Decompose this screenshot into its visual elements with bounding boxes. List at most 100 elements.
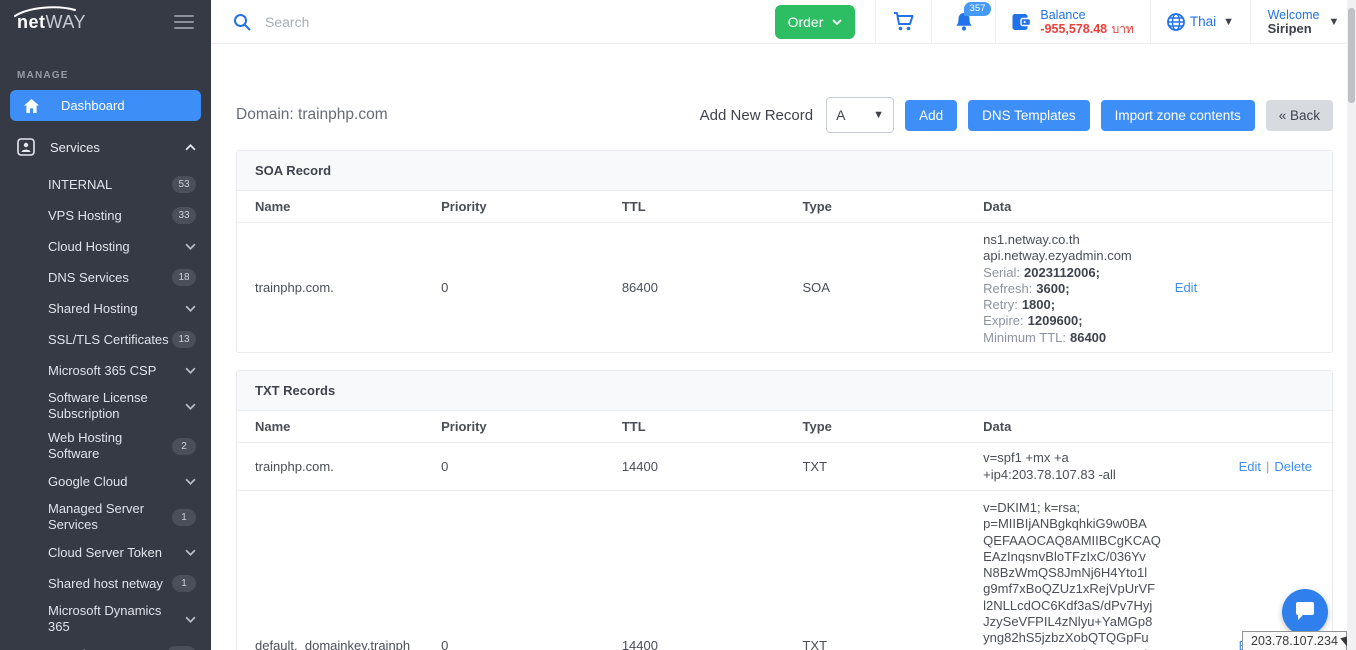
edit-link[interactable]: Edit [1174, 280, 1198, 295]
soa-nameservers: ns1.netway.co.th api.netway.ezyadmin.com [983, 232, 1132, 264]
notifications-button[interactable]: 357 [931, 0, 995, 44]
chat-widget-button[interactable] [1282, 589, 1328, 635]
chevron-down-icon: ▼ [1223, 15, 1234, 28]
welcome-label: Welcome [1267, 7, 1320, 22]
sidebar-item-label: Google Cloud [48, 473, 128, 489]
count-badge: 18 [172, 269, 196, 286]
sidebar-item-google-cloud[interactable]: Google Cloud [0, 466, 211, 497]
search-icon[interactable] [233, 13, 251, 31]
txt-records-section: TXT Records Name Priority TTL Type Data … [236, 370, 1333, 650]
sidebar-item-label: SSL/TLS Certificates [48, 331, 169, 347]
sidebar: netWAY MANAGE Dashboard Services INTERNA… [0, 0, 211, 650]
sidebar-services-list: INTERNAL 53 VPS Hosting 33 Cloud Hosting… [0, 169, 211, 650]
sidebar-item-label: Cloud Hosting [48, 238, 130, 254]
count-badge: 13 [172, 331, 196, 348]
bell-icon [956, 13, 972, 31]
sidebar-item-label: Managed Server Services [48, 501, 145, 532]
sidebar-item-label: Dashboard [61, 98, 125, 113]
column-header-type: Type [802, 419, 832, 434]
sidebar-item-microsoft-365-csp[interactable]: Microsoft 365 CSP [0, 355, 211, 386]
logo-text-bold: net [17, 11, 46, 32]
record-priority: 0 [441, 637, 449, 650]
chevron-down-icon [832, 18, 843, 25]
search-input[interactable] [265, 13, 565, 30]
balance-button[interactable]: Balance -955,578.48 บาท [995, 0, 1149, 44]
add-button[interactable]: Add [905, 99, 958, 131]
ip-tooltip: 203.78.107.234 [1242, 631, 1347, 650]
cart-button[interactable] [875, 0, 931, 44]
topbar: Order 357 [211, 0, 1356, 44]
back-button[interactable]: « Back [1265, 99, 1333, 131]
sidebar-item-label: INTERNAL [48, 176, 113, 192]
soa-section-title: SOA Record [237, 151, 1332, 191]
sidebar-item-label: Microsoft Dynamics 365 [48, 603, 162, 634]
order-button[interactable]: Order [774, 4, 856, 39]
edit-link[interactable]: Edit [1238, 459, 1261, 474]
record-name: trainphp.com. [255, 280, 334, 295]
sidebar-item-label: Shared host netway [48, 575, 163, 591]
dns-templates-button[interactable]: DNS Templates [968, 99, 1090, 131]
record-ttl: 14400 [621, 637, 658, 650]
record-data: v=spf1 +mx +a +ip4:203.78.107.83 -all [983, 450, 1116, 482]
delete-link[interactable]: Delete [1274, 459, 1312, 474]
sidebar-item-cloud-hosting[interactable]: Cloud Hosting [0, 231, 211, 262]
import-zone-button[interactable]: Import zone contents [1100, 99, 1255, 131]
count-badge: 2 [172, 437, 196, 455]
sidebar-item-shared-host-netway[interactable]: Shared host netway 1 [0, 568, 211, 599]
add-record-label: Add New Record [699, 106, 814, 124]
sidebar-item-dashboard[interactable]: Dashboard [10, 90, 201, 121]
sidebar-item-label: VPS Hosting [48, 207, 122, 223]
order-button-label: Order [787, 13, 824, 30]
record-type: TXT [802, 459, 828, 474]
chevron-down-icon [185, 367, 196, 374]
column-header-priority: Priority [441, 199, 487, 214]
record-priority: 0 [441, 280, 449, 295]
sidebar-group-label: Services [50, 139, 100, 155]
record-type: TXT [802, 637, 828, 650]
language-selector[interactable]: Thai ▼ [1149, 0, 1250, 44]
sidebar-item-cloud-server-token[interactable]: Cloud Server Token [0, 537, 211, 568]
sidebar-item-vps-hosting[interactable]: VPS Hosting 33 [0, 200, 211, 231]
user-menu[interactable]: Welcome Siripen ▼ [1250, 0, 1356, 44]
chevron-down-icon [185, 305, 196, 312]
chevron-down-icon: ▼ [873, 109, 885, 121]
username: Siripen [1267, 20, 1312, 36]
scrollbar[interactable] [1347, 0, 1356, 650]
chevron-down-icon [185, 616, 196, 623]
txt-table-row: trainphp.com. 0 14400 TXT v=spf1 +mx +a … [237, 443, 1332, 491]
column-header-data: Data [983, 199, 1012, 214]
column-header-priority: Priority [441, 419, 487, 434]
chevron-down-icon [185, 403, 196, 410]
record-type-value: A [836, 107, 846, 123]
sidebar-item-web-hosting-software[interactable]: Web Hosting Software 2 [0, 426, 211, 466]
chat-bubble-icon [1296, 602, 1314, 620]
sidebar-item-shared-hosting[interactable]: Shared Hosting [0, 293, 211, 324]
count-badge: 53 [172, 176, 196, 193]
hamburger-menu-icon[interactable] [174, 15, 194, 29]
sidebar-group-services[interactable]: Services [0, 121, 211, 169]
logo-text-light: WAY [45, 11, 86, 32]
sidebar-item-label: Shared Hosting [48, 300, 138, 316]
scrollbar-thumb[interactable] [1348, 8, 1355, 103]
logo-swoosh-icon [14, 5, 76, 17]
count-badge: 33 [172, 207, 196, 224]
sidebar-item-software-license-subscription[interactable]: Software License Subscription [0, 386, 211, 426]
language-label: Thai [1189, 14, 1217, 29]
column-header-ttl: TTL [621, 419, 646, 434]
column-header-name: Name [255, 199, 291, 214]
sidebar-item-label: Microsoft 365 CSP [48, 362, 157, 378]
balance-amount: -955,578.48 [1040, 21, 1108, 36]
sidebar-item-domains[interactable]: Domains 293 [0, 639, 211, 650]
count-badge: 1 [172, 575, 196, 592]
cart-icon [893, 11, 914, 30]
chevron-up-icon [185, 143, 196, 150]
sidebar-item-microsoft-dynamics-365[interactable]: Microsoft Dynamics 365 [0, 599, 211, 639]
sidebar-item-dns-services[interactable]: DNS Services 18 [0, 262, 211, 293]
sidebar-item-label: Software License Subscription [48, 390, 148, 421]
soa-record-section: SOA Record Name Priority TTL Type Data t… [236, 150, 1333, 353]
sidebar-item-internal[interactable]: INTERNAL 53 [0, 169, 211, 200]
sidebar-item-managed-server-services[interactable]: Managed Server Services 1 [0, 497, 211, 537]
record-priority: 0 [441, 459, 449, 474]
record-type-select[interactable]: A ▼ [826, 97, 895, 133]
sidebar-item-ssl-tls-certificates[interactable]: SSL/TLS Certificates 13 [0, 324, 211, 355]
